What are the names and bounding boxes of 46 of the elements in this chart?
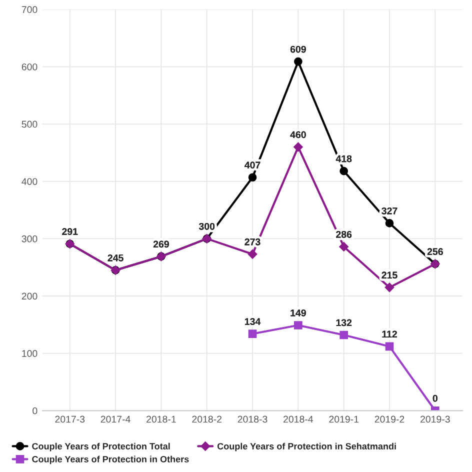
x-tick-label: 2019-2 (374, 416, 404, 423)
x-tick-label: 2019-1 (329, 416, 359, 423)
data-label: 269 (153, 240, 169, 248)
data-label: 132 (336, 319, 352, 326)
y-tick-label: 0 (32, 407, 38, 414)
legend-label: Couple Years of Protection in Others (32, 456, 189, 464)
point (339, 242, 348, 252)
legend-label: Couple Years of Protection Total (32, 442, 170, 452)
data-label: 291 (62, 228, 78, 235)
x-tick-label: 2018-4 (284, 416, 314, 423)
y-tick-label: 300 (22, 235, 38, 242)
data-label: 256 (427, 248, 443, 256)
x-tick-label: 2018-2 (192, 416, 222, 423)
data-label: 460 (290, 131, 306, 138)
x-tick-label: 2017-3 (55, 416, 85, 423)
data-label: 300 (198, 222, 215, 230)
point (340, 330, 348, 340)
data-label: 215 (382, 272, 398, 279)
point (248, 330, 257, 338)
data-label: 134 (245, 318, 261, 325)
point (294, 142, 303, 152)
point (294, 57, 302, 66)
data-label: 112 (382, 330, 397, 338)
point (384, 282, 394, 292)
y-tick-label: 500 (22, 120, 38, 128)
data-label: 0 (432, 394, 438, 402)
x-tick-label: 2019-3 (420, 416, 450, 423)
data-label: 245 (108, 254, 124, 262)
x-tick-label: 2018-1 (146, 416, 176, 423)
point (385, 342, 394, 351)
y-tick-label: 400 (22, 178, 38, 185)
y-tick-label: 700 (22, 6, 38, 14)
point (248, 250, 258, 259)
y-tick-label: 600 (22, 63, 38, 70)
y-tick-label: 100 (22, 350, 38, 357)
point (385, 219, 394, 228)
x-tick-label: 2017-4 (100, 416, 130, 423)
legend-label: Couple Years of Protection in Sehatmandi (217, 442, 396, 452)
data-label: 149 (290, 309, 306, 316)
point (248, 173, 257, 182)
x-tick-label: 2018-3 (238, 416, 268, 423)
point (294, 321, 302, 330)
data-label: 609 (290, 46, 306, 53)
point (340, 166, 348, 176)
data-label: 327 (382, 207, 398, 214)
y-tick-label: 200 (22, 292, 38, 300)
